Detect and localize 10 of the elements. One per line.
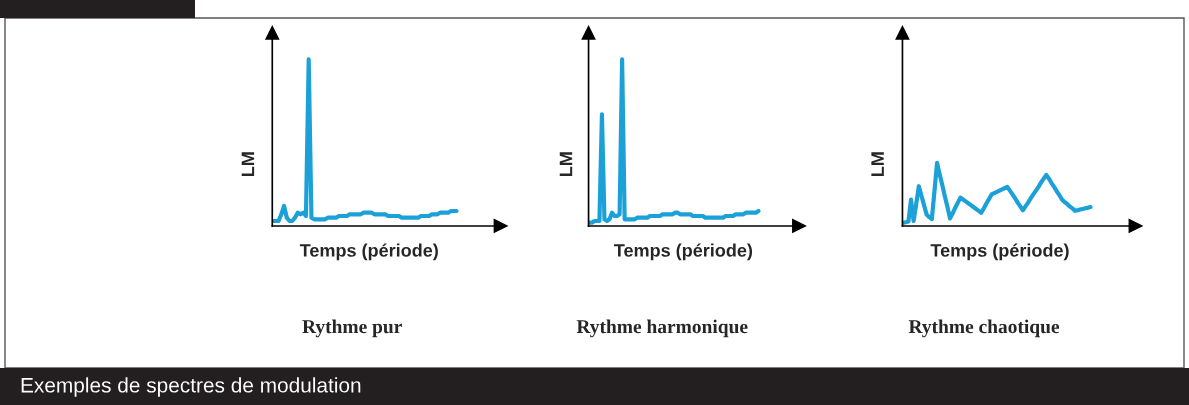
y-axis-title: LM bbox=[559, 152, 573, 176]
x-axis-title: Temps (période) bbox=[299, 243, 438, 261]
text: Rythme chaotique bbox=[908, 319, 1060, 338]
x-axis-title: Temps (période) bbox=[930, 243, 1069, 261]
x-axis-title: Temps (période) bbox=[614, 243, 753, 261]
text: Rythme harmonique bbox=[576, 319, 748, 338]
y-axis-title: LM bbox=[871, 152, 884, 176]
y-axis-title: LM bbox=[241, 152, 255, 176]
text: Rythme pur bbox=[302, 319, 402, 338]
text: Exemples de spectres de modulation bbox=[21, 377, 361, 397]
